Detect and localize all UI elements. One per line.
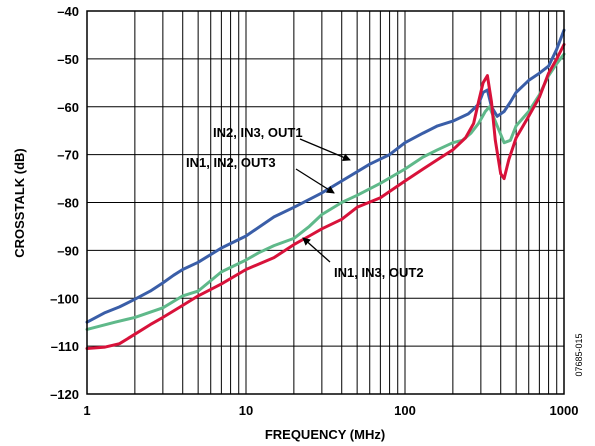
y-tick-label: –120 [50,387,79,402]
series-layer [85,28,566,350]
annotation-label-out2: IN1, IN3, OUT2 [334,265,424,280]
annotation-arrow-out3 [295,168,335,194]
series-line-3 [85,43,566,350]
y-tick-label: –100 [50,291,79,306]
y-tick-label: –90 [57,243,79,258]
y-axis-title: CROSSTALK (dB) [12,148,27,258]
x-axis-title: FREQUENCY (MHz) [265,427,385,442]
x-tick-label: 10 [239,403,253,418]
annotation-arrow-out1 [299,138,351,161]
y-tick-label: –50 [57,52,79,67]
figure-code: 07685-015 [574,333,584,376]
y-tick-label: –80 [57,196,79,211]
y-tick-label: –60 [57,100,79,115]
x-tick-label: 1 [83,403,90,418]
grid [87,11,564,394]
y-tick-label: –110 [51,339,79,354]
plot-frame [86,10,565,395]
annotation-label-out1: IN2, IN3, OUT1 [213,125,303,140]
y-tick-label: –70 [57,148,79,163]
y-tick-label: –40 [57,4,79,19]
x-tick-label: 100 [394,403,416,418]
annotation-label-out3: IN1, IN2, OUT3 [186,155,276,170]
x-tick-label: 1000 [550,403,579,418]
series-line-2 [85,52,566,331]
tick-labels: –40 –50 –60 –70 –80 –90 –100 –110 –120 1 10 100 1000 [50,4,578,418]
series-line-1 [85,28,566,324]
annotation-arrow-out2 [302,237,331,263]
